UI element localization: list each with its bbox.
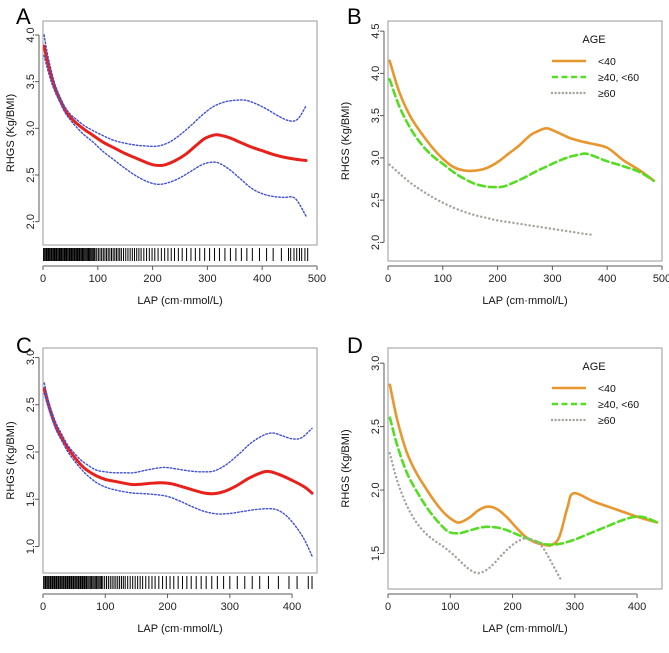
y-tick-label: 2.0 (370, 235, 382, 250)
x-axis-title: LAP (cm·mmol/L) (482, 623, 567, 635)
series-curve (43, 44, 308, 168)
y-tick-label: 4.0 (370, 66, 382, 81)
y-tick-label: 2.0 (25, 444, 37, 459)
y-tick-label: 3.0 (25, 121, 37, 136)
x-tick-label: 400 (628, 601, 646, 613)
x-tick-label: 0 (40, 273, 46, 285)
x-tick-label: 100 (434, 273, 452, 285)
panel-letter: A (16, 4, 31, 29)
y-tick-label: 2.5 (25, 397, 37, 412)
legend-label-3: ≥60 (598, 415, 616, 427)
y-tick-label: 4.0 (25, 27, 37, 42)
legend-label-3: ≥60 (598, 88, 616, 100)
chart-c: C 1.0 1.5 2.0 2.5 3.0 RHGS (Kg/BMI) 0 100 200 300 4… (5, 333, 318, 635)
x-tick-label: 500 (653, 273, 669, 285)
y-tick-label: 1.5 (25, 492, 37, 507)
x-tick-label: 100 (441, 601, 459, 613)
series-curve (43, 54, 307, 217)
panel-b: B 2.0 2.5 3.0 3.5 4.0 4.5 RHGS (Kg/BMI) 0 100 200 3… (335, 0, 669, 326)
series-curve (43, 387, 314, 496)
legend: AGE <40 ≥40, <60 ≥60 (550, 34, 639, 100)
panel-letter: B (347, 4, 362, 29)
series-curve (388, 416, 659, 546)
x-tick-label: 0 (385, 273, 391, 285)
series-group (388, 59, 656, 236)
series-curve (43, 392, 313, 557)
x-axis-title: LAP (cm·mmol/L) (137, 295, 222, 307)
series-curve (388, 78, 656, 189)
panel-d: D 1.5 2.0 2.5 3.0 RHGS (Kg/BMI) 0 100 200 300 400 L… (335, 327, 669, 653)
x-axis-title: LAP (cm·mmol/L) (482, 295, 567, 307)
plot-box (42, 20, 318, 246)
series-curve (43, 34, 307, 148)
y-axis-title: RHGS (Kg/BMI) (5, 421, 17, 499)
legend-label-2: ≥40, <60 (598, 399, 639, 411)
legend-title: AGE (582, 361, 605, 373)
plot-box (42, 347, 318, 574)
legend-label-2: ≥40, <60 (598, 72, 639, 84)
chart-d: D 1.5 2.0 2.5 3.0 RHGS (Kg/BMI) 0 100 200 300 400 L… (340, 333, 663, 635)
panel-c: C 1.0 1.5 2.0 2.5 3.0 RHGS (Kg/BMI) 0 100 200 300 4… (0, 327, 334, 653)
y-tick-label: 3.5 (370, 108, 382, 123)
legend-title: AGE (582, 34, 605, 46)
series-curve (388, 163, 595, 236)
series-group (43, 382, 314, 557)
series-curve (43, 382, 313, 474)
x-tick-label: 200 (488, 273, 506, 285)
y-axis-title: RHGS (Kg/BMI) (340, 102, 352, 180)
x-tick-label: 300 (198, 273, 216, 285)
x-tick-label: 400 (283, 601, 301, 613)
y-axis-title: RHGS (Kg/BMI) (5, 94, 17, 172)
series-curve (388, 383, 659, 548)
y-tick-label: 3.0 (370, 150, 382, 165)
panel-a: A 2.0 2.5 3.0 3.5 4.0 RHGS (Kg/BMI) 0 100 200 300 4… (0, 0, 334, 326)
y-tick-label: 2.0 (370, 482, 382, 497)
plot-box (387, 20, 663, 262)
x-tick-label: 300 (566, 601, 584, 613)
series-group (388, 383, 659, 582)
x-tick-label: 200 (143, 273, 161, 285)
x-tick-label: 0 (385, 601, 391, 613)
legend-label-1: <40 (598, 383, 616, 395)
x-tick-label: 400 (253, 273, 271, 285)
rug-plot (43, 576, 313, 589)
panel-letter: C (16, 333, 32, 358)
y-tick-label: 1.0 (25, 539, 37, 554)
legend-label-1: <40 (598, 56, 616, 68)
chart-b: B 2.0 2.5 3.0 3.5 4.0 4.5 RHGS (Kg/BMI) 0 100 200 3… (340, 4, 669, 307)
x-tick-label: 0 (40, 601, 46, 613)
plot-box (387, 347, 663, 590)
x-axis-title: LAP (cm·mmol/L) (137, 623, 222, 635)
x-tick-label: 300 (543, 273, 561, 285)
series-curve (388, 59, 656, 183)
y-tick-label: 4.5 (370, 23, 382, 38)
x-tick-label: 200 (158, 601, 176, 613)
chart-a: A 2.0 2.5 3.0 3.5 4.0 RHGS (Kg/BMI) 0 100 200 300 4… (5, 4, 326, 307)
y-axis-title: RHGS (Kg/BMI) (340, 429, 352, 507)
x-tick-label: 100 (89, 273, 107, 285)
x-tick-label: 500 (308, 273, 326, 285)
y-tick-label: 2.5 (370, 193, 382, 208)
series-curve (388, 452, 563, 582)
y-tick-label: 2.5 (25, 167, 37, 182)
x-tick-label: 300 (221, 601, 239, 613)
y-tick-label: 3.0 (370, 356, 382, 371)
legend: AGE <40 ≥40, <60 ≥60 (550, 361, 639, 427)
y-tick-label: 2.0 (25, 214, 37, 229)
y-tick-label: 1.5 (370, 546, 382, 561)
y-tick-label: 3.0 (25, 350, 37, 365)
x-tick-label: 200 (503, 601, 521, 613)
panel-letter: D (347, 333, 363, 358)
rug-plot (43, 248, 309, 261)
y-tick-label: 3.5 (25, 74, 37, 89)
series-group (43, 34, 308, 217)
x-tick-label: 400 (598, 273, 616, 285)
y-tick-label: 2.5 (370, 419, 382, 434)
x-tick-label: 100 (96, 601, 114, 613)
